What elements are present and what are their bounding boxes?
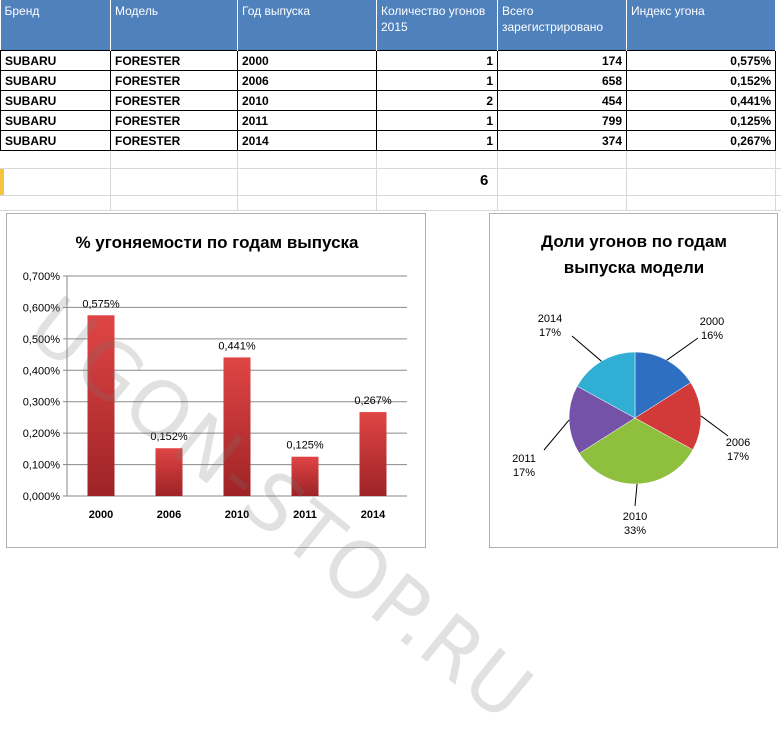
cell-theft-index[interactable]: 0,125% (626, 110, 776, 131)
pie-chart-title-line-2: выпуска модели (564, 258, 704, 277)
bar-2006[interactable] (155, 448, 183, 496)
pie-leader-line (634, 483, 638, 507)
cell-registered[interactable]: 658 (497, 70, 627, 91)
cell-registered[interactable]: 454 (497, 90, 627, 111)
pie-slice-2011[interactable] (568, 385, 636, 454)
pie-percent-label: 33% (624, 525, 646, 537)
cell-theft-index[interactable]: 0,267% (626, 130, 776, 151)
bar-value-label: 0,267% (354, 395, 392, 407)
cell-brand[interactable]: SUBARU (0, 50, 111, 71)
bar-value-label: 0,575% (82, 298, 120, 310)
x-tick-label: 2011 (293, 509, 317, 521)
table-row: SUBARU FORESTER 2010 2 454 0,441% (0, 90, 776, 111)
sheet-grid (0, 148, 781, 211)
bar-value-label: 0,441% (218, 340, 256, 352)
pie-category-label: 2000 (700, 316, 724, 328)
cell-thefts[interactable]: 1 (376, 130, 498, 151)
table-row: SUBARU FORESTER 2000 1 174 0,575% (0, 50, 776, 71)
pie-percent-label: 17% (539, 327, 561, 339)
cell-brand[interactable]: SUBARU (0, 130, 111, 151)
cell-brand[interactable]: SUBARU (0, 70, 111, 91)
bar-2014[interactable] (359, 412, 387, 496)
cell-model[interactable]: FORESTER (110, 110, 238, 131)
x-tick-label: 2006 (157, 509, 181, 521)
bar-2011[interactable] (291, 456, 319, 496)
cell-theft-index[interactable]: 0,575% (626, 50, 776, 71)
y-tick-label: 0,600% (23, 302, 61, 314)
y-tick-label: 0,500% (23, 334, 61, 346)
pie-category-label: 2011 (512, 453, 536, 465)
cell-theft-index[interactable]: 0,441% (626, 90, 776, 111)
y-tick-label: 0,700% (23, 271, 61, 283)
cell-model[interactable]: FORESTER (110, 70, 238, 91)
cell-year[interactable]: 2000 (237, 50, 377, 71)
pie-slice-2010[interactable] (578, 417, 694, 485)
cell-year[interactable]: 2011 (237, 110, 377, 131)
cell-registered[interactable]: 799 (497, 110, 627, 131)
pie-chart[interactable]: Доли угонов по годам выпуска модели 2000… (489, 213, 778, 548)
x-tick-label: 2014 (361, 509, 386, 521)
bar-2010[interactable] (223, 357, 251, 496)
pie-category-label: 2010 (623, 511, 647, 523)
cell-brand[interactable]: SUBARU (0, 110, 111, 131)
header-year[interactable]: Год выпуска (237, 0, 377, 51)
y-tick-label: 0,400% (23, 365, 61, 377)
cell-brand[interactable]: SUBARU (0, 90, 111, 111)
header-registered[interactable]: Всего зарегистрировано (497, 0, 627, 51)
x-tick-label: 2000 (89, 509, 113, 521)
bar-chart-title: % угоняемости по годам выпуска (75, 233, 359, 252)
cell-year[interactable]: 2014 (237, 130, 377, 151)
cell-model[interactable]: FORESTER (110, 130, 238, 151)
pie-percent-label: 17% (727, 451, 749, 463)
cell-thefts[interactable]: 1 (376, 70, 498, 91)
pie-leader-line (543, 419, 570, 451)
pie-slice-2014[interactable] (576, 351, 636, 419)
pie-leader-line (666, 337, 699, 361)
pie-leader-line (700, 415, 729, 437)
pie-chart-title-line-1: Доли угонов по годам (541, 232, 727, 251)
pie-chart-svg: Доли угонов по годам выпуска модели 2000… (512, 232, 750, 537)
cell-thefts[interactable]: 1 (376, 50, 498, 71)
table-row: SUBARU FORESTER 2006 1 658 0,152% (0, 70, 776, 91)
table-row: SUBARU FORESTER 2011 1 799 0,125% (0, 110, 776, 131)
y-tick-label: 0,100% (23, 460, 61, 472)
header-brand[interactable]: Бренд (0, 0, 111, 51)
cell-model[interactable]: FORESTER (110, 90, 238, 111)
pie-percent-label: 17% (513, 467, 535, 479)
cell-thefts[interactable]: 2 (376, 90, 498, 111)
cell-theft-index[interactable]: 0,152% (626, 70, 776, 91)
x-tick-label: 2010 (225, 509, 249, 521)
cell-model[interactable]: FORESTER (110, 50, 238, 71)
data-table: Бренд Модель Год выпуска Количество угон… (0, 0, 776, 151)
pie-percent-label: 16% (701, 330, 723, 342)
header-model[interactable]: Модель (110, 0, 238, 51)
bar-value-label: 0,152% (150, 431, 188, 443)
bar-chart-svg: % угоняемости по годам выпуска 0,000% 0,1… (23, 233, 407, 521)
cell-year[interactable]: 2006 (237, 70, 377, 91)
total-thefts[interactable]: 6 (480, 172, 489, 189)
pie-leader-line (571, 335, 602, 362)
header-thefts[interactable]: Количество угонов 2015 (376, 0, 498, 51)
header-theft-index[interactable]: Индекс угона (626, 0, 776, 51)
header-row: Бренд Модель Год выпуска Количество угон… (0, 0, 776, 51)
y-tick-label: 0,300% (23, 397, 61, 409)
cell-thefts[interactable]: 1 (376, 110, 498, 131)
cell-year[interactable]: 2010 (237, 90, 377, 111)
pie-category-label: 2006 (726, 437, 750, 449)
bar-value-label: 0,125% (286, 440, 324, 452)
y-tick-label: 0,000% (23, 491, 61, 503)
pie-category-label: 2014 (538, 313, 562, 325)
cell-registered[interactable]: 374 (497, 130, 627, 151)
bar-2000[interactable] (87, 315, 115, 496)
pie-slice-2006[interactable] (634, 382, 702, 451)
y-tick-label: 0,200% (23, 428, 61, 440)
cell-registered[interactable]: 174 (497, 50, 627, 71)
table-row: SUBARU FORESTER 2014 1 374 0,267% (0, 130, 776, 151)
bar-chart[interactable]: % угоняемости по годам выпуска 0,000% 0,1… (6, 213, 426, 548)
